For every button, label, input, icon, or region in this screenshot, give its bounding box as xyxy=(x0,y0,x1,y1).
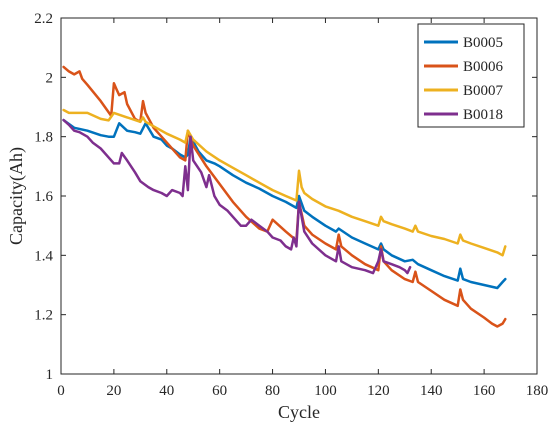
x-tick-label: 120 xyxy=(367,383,390,399)
y-tick-label: 1 xyxy=(46,367,54,383)
series-layer xyxy=(62,65,507,328)
legend-label-b0007: B0007 xyxy=(463,83,504,99)
y-axis-ticks: 1 1.2 1.4 1.6 1.8 2 2.2 xyxy=(34,11,537,383)
x-tick-label: 160 xyxy=(473,383,496,399)
x-tick-label: 180 xyxy=(526,383,549,399)
x-tick-label: 140 xyxy=(420,383,443,399)
legend-label-b0018: B0018 xyxy=(463,107,503,123)
y-tick-label: 1.6 xyxy=(34,189,53,205)
legend-label-b0006: B0006 xyxy=(463,59,504,75)
x-axis-title: Cycle xyxy=(278,402,320,422)
series-line-b0007 xyxy=(62,108,507,257)
legend-label-b0005: B0005 xyxy=(463,35,503,51)
series-line-b0018 xyxy=(62,118,412,275)
x-tick-label: 80 xyxy=(265,383,280,399)
legend: B0005 B0006 B0007 B0018 xyxy=(417,23,525,128)
y-tick-label: 1.2 xyxy=(34,308,53,324)
y-tick-label: 1.4 xyxy=(34,248,53,264)
series-line-b0005 xyxy=(62,118,507,290)
legend-items: B0005 B0006 B0007 B0018 xyxy=(424,35,504,123)
series-line-b0006 xyxy=(62,65,507,328)
y-tick-label: 1.8 xyxy=(34,130,53,146)
y-tick-label: 2 xyxy=(46,70,54,86)
x-axis-ticks: 0 20 40 60 80 100 120 140 160 180 xyxy=(57,18,548,399)
x-tick-label: 100 xyxy=(314,383,337,399)
x-tick-label: 60 xyxy=(212,383,227,399)
x-tick-label: 0 xyxy=(57,383,65,399)
x-tick-label: 20 xyxy=(106,383,121,399)
x-tick-label: 40 xyxy=(159,383,174,399)
y-tick-label: 2.2 xyxy=(34,11,53,27)
y-axis-title: Capacity(Ah) xyxy=(6,147,27,245)
